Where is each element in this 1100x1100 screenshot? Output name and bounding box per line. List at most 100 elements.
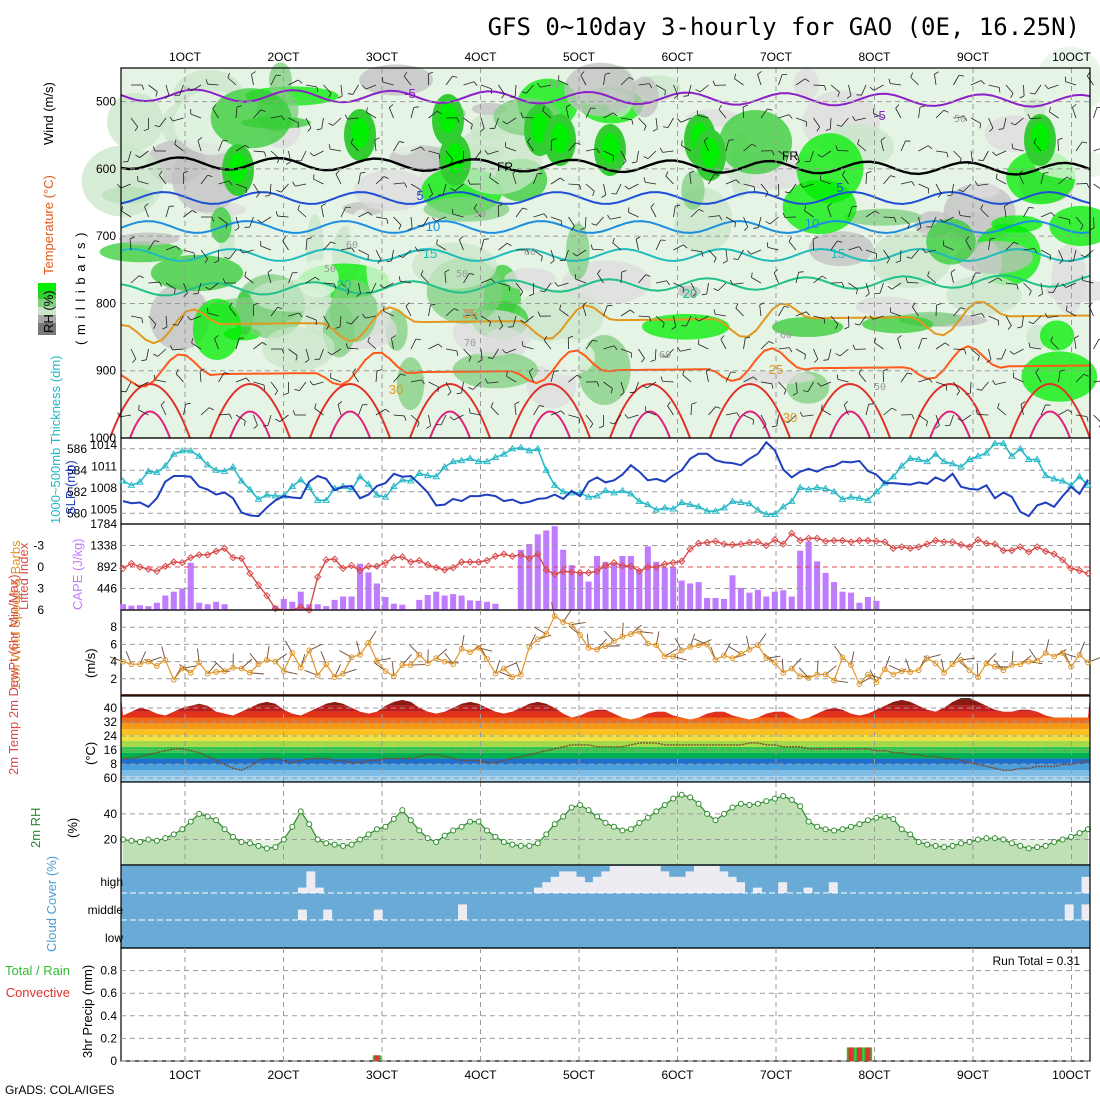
- wind-barb-flag: [253, 424, 258, 429]
- wind-barb: [900, 249, 902, 262]
- wind-barb-flag: [559, 304, 562, 310]
- temperature-axis-label: Temperature (°C): [41, 175, 56, 275]
- wind-barb-flag: [207, 174, 213, 177]
- wind10m-point: [517, 671, 524, 678]
- wind10m-point: [187, 669, 194, 676]
- thickness-point: [373, 491, 381, 498]
- wind-barb-flag: [1035, 368, 1040, 373]
- date-tick-label: 5OCT: [563, 50, 596, 64]
- wind-barb-flag: [129, 236, 135, 240]
- thickness-point: [872, 487, 881, 495]
- wind-barb: [895, 108, 902, 119]
- wind-barb-flag: [366, 107, 368, 113]
- rh2m-point: [822, 826, 829, 833]
- wind-barb-flag: [508, 326, 514, 328]
- wind-barb-flag: [965, 236, 970, 241]
- wind-barb: [393, 414, 405, 417]
- rh2m-point: [179, 826, 186, 833]
- wind-barb-flag: [487, 357, 493, 359]
- wind-barb: [638, 315, 650, 318]
- lifted-index-markers: [119, 529, 1092, 614]
- slp-tick-label: 1014: [90, 438, 117, 452]
- thickness-point: [533, 444, 542, 452]
- wind-barb-flag: [736, 412, 740, 418]
- cloud-gap-cell: [458, 904, 467, 920]
- thickness-point: [804, 485, 813, 493]
- wind-barb-flag: [773, 269, 779, 274]
- thickness-point: [627, 489, 635, 497]
- wind-barb-flag: [816, 126, 820, 132]
- lifted-index-point: [728, 541, 737, 549]
- wind-barb-flag: [502, 120, 508, 125]
- wind-barb-flag: [795, 161, 800, 165]
- wind10m-point: [238, 665, 245, 672]
- wind-barb: [592, 248, 604, 251]
- date-tick-label: 9OCT: [957, 50, 990, 64]
- surface-isotherm: [309, 383, 391, 439]
- wind-barb: [953, 150, 962, 160]
- isotherm-label: 30: [389, 382, 403, 397]
- wind-barb-flag: [520, 319, 526, 324]
- wind-barb-flag: [1016, 284, 1019, 290]
- rh-shading-cell: [857, 377, 911, 417]
- wind-barb-flag: [262, 342, 267, 346]
- lifted-index-point: [838, 536, 847, 545]
- wind-barb: [708, 174, 715, 185]
- thickness-point: [136, 478, 144, 485]
- wind-barb-flag: [1044, 312, 1048, 318]
- isotherm-label: -5: [874, 108, 886, 123]
- wind-barb: [760, 108, 768, 119]
- wind-barb: [953, 307, 961, 317]
- wind10m-point: [340, 670, 346, 677]
- wind-barb-flag: [837, 240, 843, 243]
- lifted-index-point: [694, 539, 703, 548]
- wind10m-point: [907, 669, 914, 675]
- cloud-gap-cell: [592, 876, 602, 893]
- cape-bar: [636, 569, 643, 610]
- wind-barb-flag: [135, 154, 140, 158]
- cape-tick-label: 1784: [90, 517, 117, 531]
- wind-barb: [1040, 404, 1046, 416]
- wind-barb: [880, 140, 884, 152]
- rh-legend-swatch: [38, 307, 56, 315]
- wind-barb-flag: [335, 170, 340, 175]
- thickness-point: [711, 507, 720, 514]
- wind-barb-flag: [328, 92, 332, 98]
- wind-barb-flag: [374, 137, 380, 141]
- wind-barb-flag: [212, 104, 216, 109]
- wind-barb-flag: [589, 423, 594, 429]
- rh2m-point: [1034, 844, 1041, 851]
- wind-barb: [804, 210, 814, 218]
- wind-barb: [550, 139, 553, 152]
- wind-barb: [183, 249, 195, 254]
- wind-barb-flag: [882, 368, 888, 372]
- wind-barb: [645, 410, 657, 416]
- wind10m-point: [704, 641, 710, 648]
- rh2m-point: [238, 839, 245, 846]
- wind-barb-flag: [379, 284, 384, 289]
- wind-barb: [253, 414, 258, 426]
- wind-barb-flag: [367, 336, 370, 342]
- wind-barb-flag: [1020, 401, 1026, 405]
- wind-barb: [340, 247, 352, 251]
- temperature-band: [121, 746, 1090, 753]
- freezing-level-label: FR: [497, 160, 513, 174]
- wind-barb: [270, 306, 278, 317]
- wind-barb: [757, 216, 762, 228]
- cape-bar: [864, 596, 871, 610]
- wind-barb: [270, 381, 278, 392]
- wind-barb: [148, 240, 155, 251]
- rh-shading-cell: [601, 133, 619, 163]
- wind-barb-flag: [256, 193, 260, 198]
- wind10m-point: [416, 651, 423, 658]
- wind-barb-flag: [234, 227, 240, 231]
- wind-barb-flag: [204, 258, 208, 264]
- wind-barb-flag: [449, 159, 454, 165]
- cape-bar: [831, 582, 838, 610]
- wind-barb: [927, 275, 937, 284]
- wind-barb-flag: [635, 236, 641, 240]
- cloud-gap-cell: [752, 887, 762, 893]
- thickness-point: [618, 486, 627, 494]
- wind-barb-flag: [622, 160, 627, 165]
- wind-barb-flag: [888, 78, 891, 84]
